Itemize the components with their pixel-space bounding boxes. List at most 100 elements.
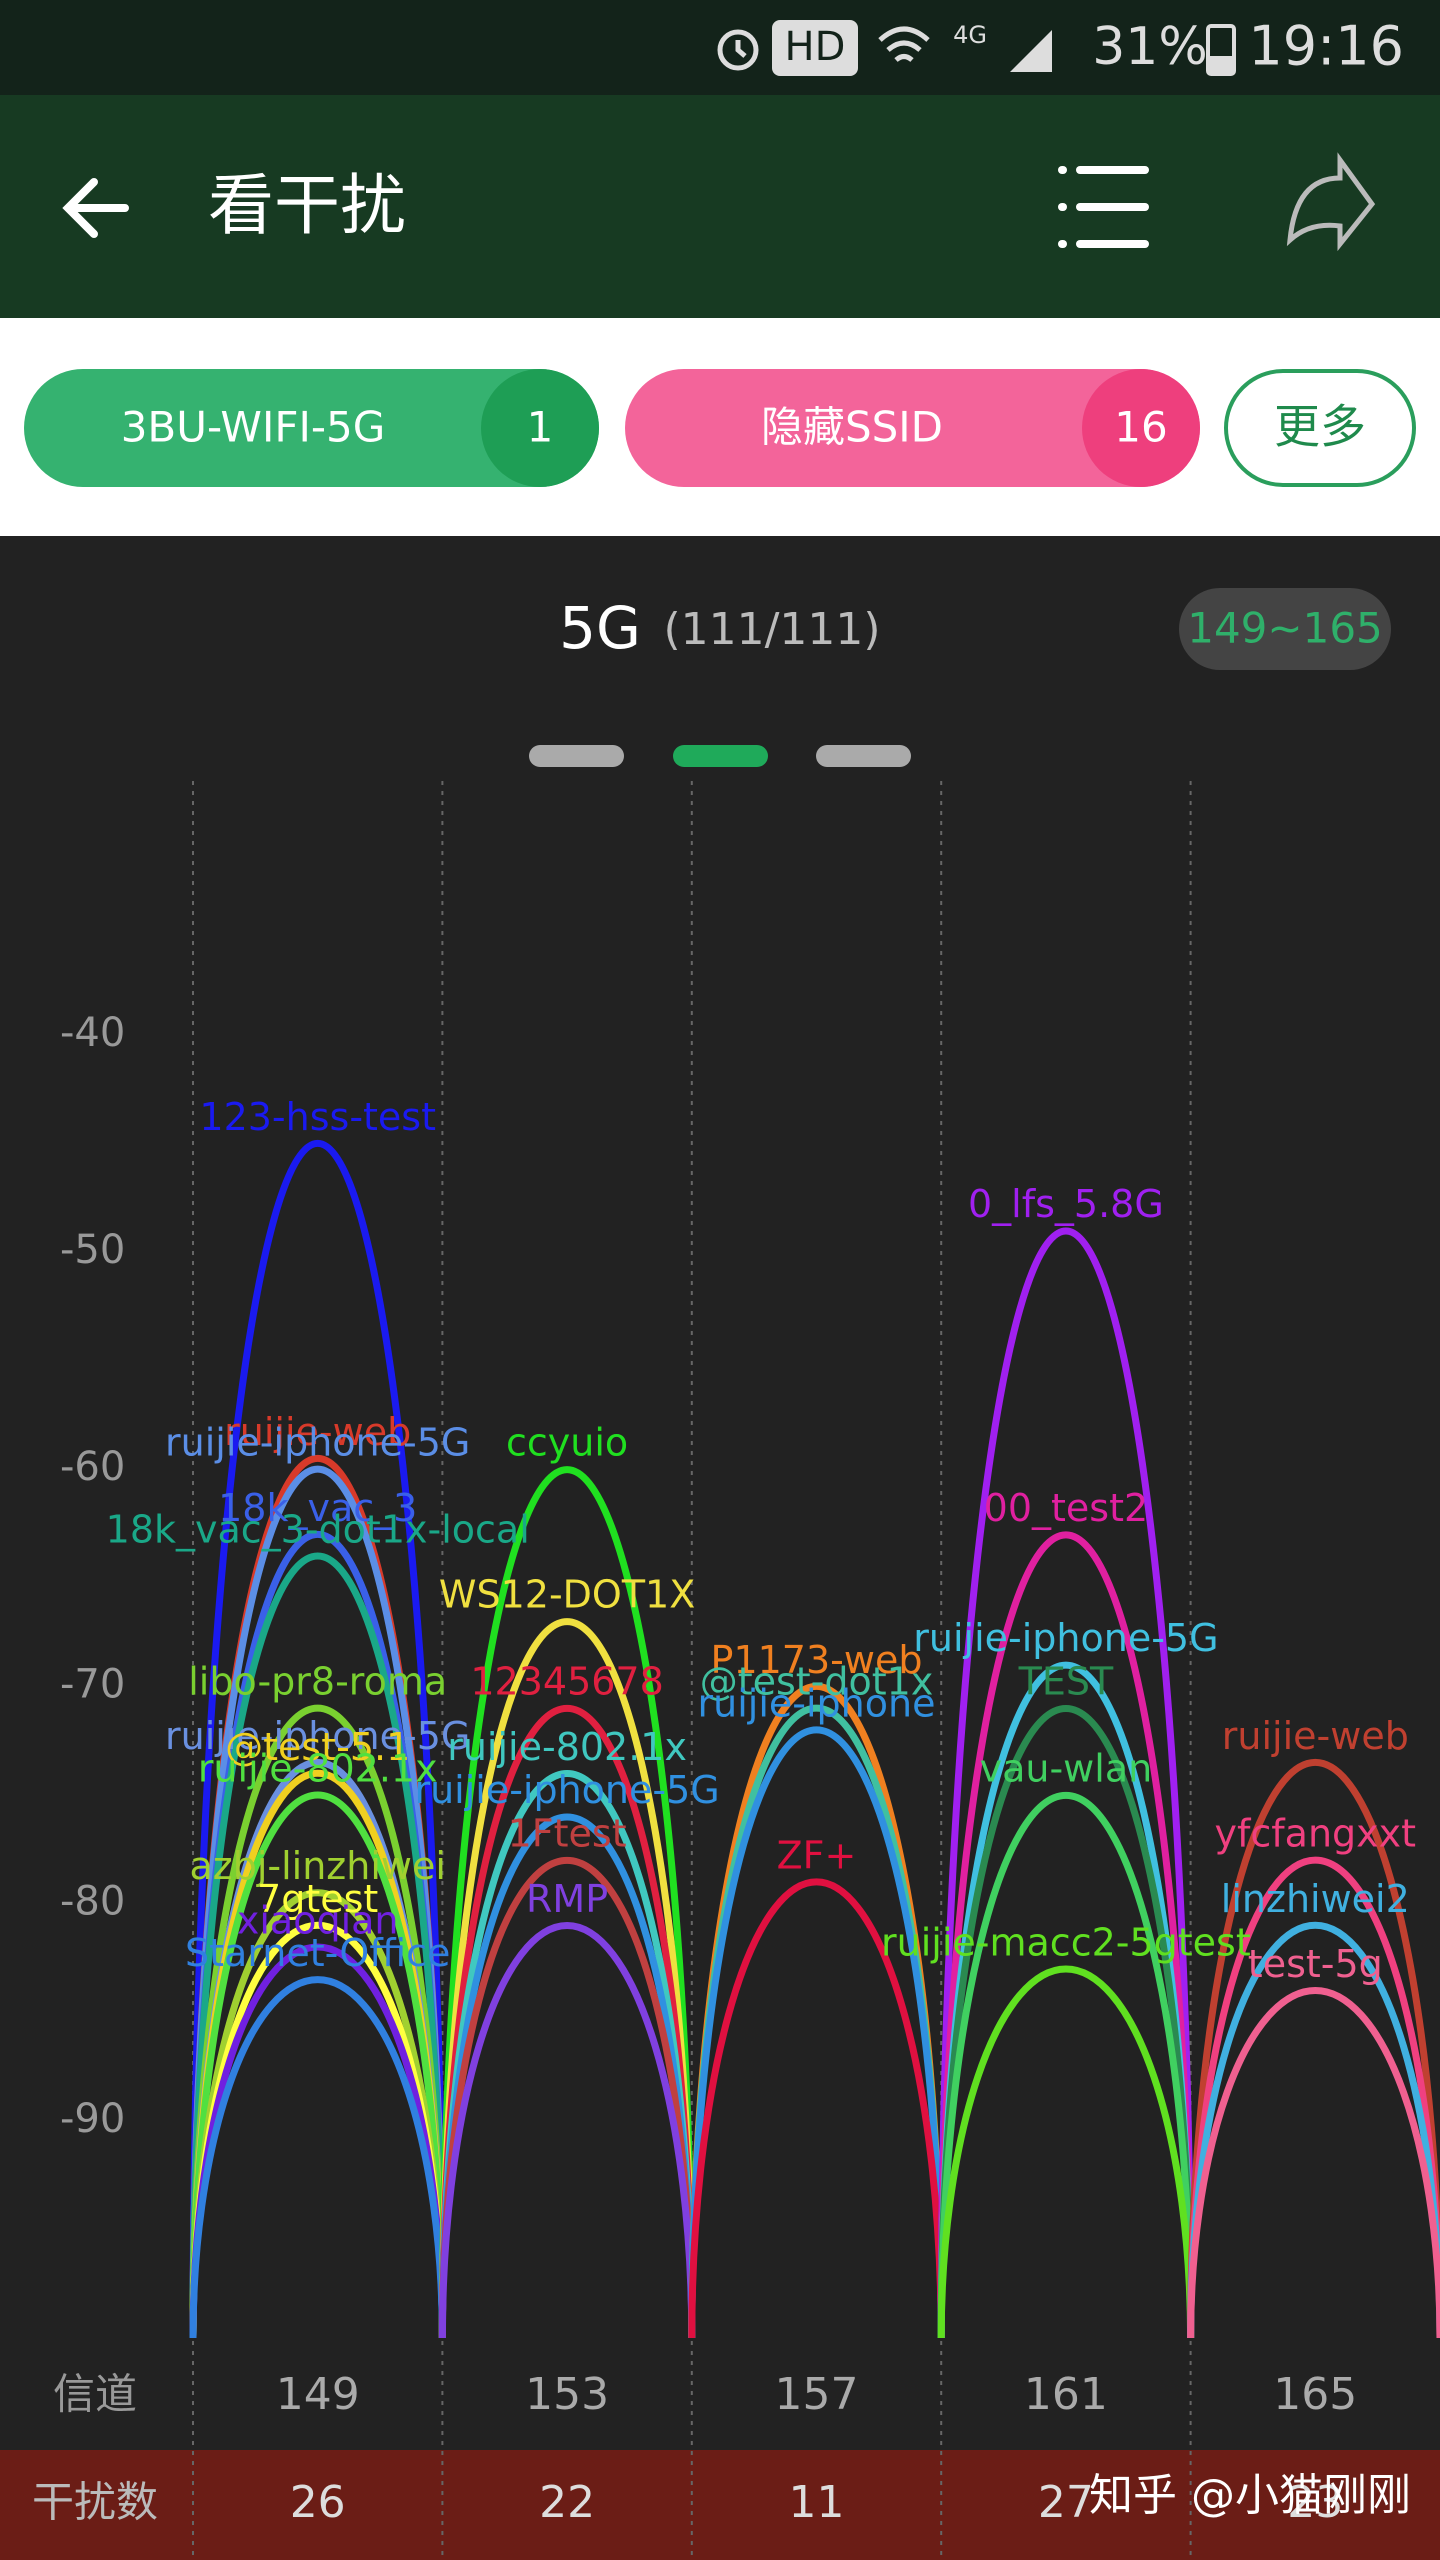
- signal-arc: [438, 1704, 696, 2339]
- signal-arc: [688, 1726, 945, 2339]
- ssid-label: libo-pr8-roma: [188, 1660, 447, 1704]
- interference-row: [0, 2450, 1440, 2560]
- signal-arc: [937, 1704, 1195, 2339]
- signal-arc: [189, 1139, 446, 2339]
- filter-chip[interactable]: [24, 369, 599, 487]
- signal-arc: [937, 1530, 1195, 2339]
- battery-icon: [1206, 24, 1236, 76]
- y-tick-label: -50: [60, 1227, 125, 1273]
- y-tick-label: -70: [60, 1661, 125, 1707]
- interference-count: 27: [1038, 2477, 1094, 2528]
- more-button[interactable]: [1224, 369, 1416, 487]
- signal-arc: [937, 1965, 1195, 2339]
- battery-percent: 31%: [1092, 17, 1208, 77]
- interference-count: 11: [789, 2477, 845, 2528]
- battery-level: [1210, 56, 1232, 72]
- ssid-label: ruijie-web: [224, 1410, 411, 1454]
- interference-count: 26: [290, 2477, 346, 2528]
- ssid-label: ruijie-802.1x: [447, 1725, 687, 1769]
- ssid-label: ccyuio: [506, 1421, 628, 1465]
- ssid-label: ZF+: [777, 1833, 857, 1877]
- signal-arc: [438, 1465, 696, 2339]
- clock: 19:16: [1248, 15, 1404, 78]
- chart-area: [0, 536, 1440, 2450]
- ssid-label: ruijie-iphone-5G: [913, 1616, 1218, 1660]
- signal-type: 4G: [953, 21, 987, 49]
- toolbar: [0, 95, 1440, 318]
- ssid-label: 12345678: [470, 1660, 663, 1704]
- ssid-label: 18k_vac_3: [218, 1486, 417, 1530]
- ssid-label: vau-wlan: [980, 1746, 1153, 1790]
- chart-subtitle: (111/111): [663, 604, 880, 655]
- signal-arc: [937, 1791, 1195, 2339]
- hd-text: HD: [785, 24, 846, 70]
- ssid-label: test-5g: [1248, 1942, 1383, 1986]
- menu-button[interactable]: [1058, 166, 1149, 248]
- share-button[interactable]: [1286, 152, 1376, 252]
- ssid-label: 123-hss-test: [199, 1095, 436, 1139]
- ssid-label: Starnet-Office: [185, 1931, 450, 1975]
- interference-count: 23: [1287, 2477, 1343, 2528]
- interference-count: 22: [539, 2477, 595, 2528]
- filter-chip[interactable]: [625, 369, 1200, 487]
- hd-badge: [772, 20, 858, 76]
- y-tick-label: -40: [60, 1010, 125, 1056]
- ssid-label: ruijie-web: [1222, 1714, 1409, 1758]
- ssid-label: WS12-DOT1X: [439, 1573, 695, 1617]
- signal-arc: [937, 1226, 1195, 2339]
- ssid-label: 7gtest: [257, 1877, 378, 1921]
- y-tick-label: -90: [60, 2096, 125, 2142]
- x-tick-label: 153: [525, 2369, 609, 2420]
- chip-count: 1: [527, 403, 554, 452]
- toolbar-title: 看干扰: [208, 167, 406, 244]
- chip-label: 隐藏SSID: [761, 403, 943, 452]
- ssid-label: azbj-linzhiwei: [189, 1844, 445, 1888]
- chip-count: 16: [1114, 403, 1167, 452]
- ssid-label: ruijie-iphone-5G: [165, 1421, 470, 1465]
- x-tick-label: 165: [1273, 2369, 1357, 2420]
- interference-label: 干扰数: [32, 2478, 158, 2527]
- ssid-label: xiaoqian: [237, 1899, 399, 1943]
- x-axis-label: 信道: [53, 2370, 137, 2419]
- ssid-label: 0_lfs_5.8G: [968, 1182, 1164, 1226]
- chip-label: 3BU-WIFI-5G: [121, 403, 386, 452]
- y-tick-label: -80: [60, 1879, 125, 1925]
- signal-arc: [189, 1976, 446, 2339]
- ssid-label: @test-5.1: [225, 1725, 410, 1769]
- back-button[interactable]: [62, 178, 129, 238]
- ssid-label: 1Ftest: [508, 1812, 627, 1856]
- signal-arc: [1187, 1921, 1440, 2339]
- range-badge-text: 149~165: [1187, 604, 1383, 653]
- signal-arc: [438, 1921, 696, 2339]
- signal-arc: [189, 1791, 446, 2339]
- signal-arc: [1187, 1856, 1440, 2339]
- signal-arc: [1187, 1987, 1440, 2339]
- x-tick-label: 149: [276, 2369, 360, 2420]
- ssid-label: P1173-web: [711, 1638, 923, 1682]
- ssid-label: RMP: [526, 1877, 608, 1921]
- ssid-label: ruijie-802.1x: [198, 1746, 438, 1790]
- ssid-label: ruijie-macc2-5gtest: [881, 1920, 1251, 1964]
- ssid-label: @test-dot1x: [700, 1660, 934, 1704]
- ssid-label: 18k_vac_3-dot1x-local: [106, 1508, 530, 1552]
- chart-title: 5G: [559, 594, 641, 662]
- signal-arc: [438, 1856, 696, 2339]
- ssid-label: yfcfangxxt: [1215, 1812, 1417, 1856]
- x-tick-label: 161: [1024, 2369, 1108, 2420]
- signal-arc: [1187, 1758, 1440, 2339]
- ssid-label: TEST: [1018, 1660, 1114, 1704]
- cell-icon: [1010, 30, 1052, 72]
- y-tick-label: -60: [60, 1444, 125, 1490]
- more-label: 更多: [1274, 400, 1366, 454]
- signal-arc: [688, 1878, 945, 2339]
- watermark: 知乎 @小猫刚刚: [1089, 2470, 1411, 2521]
- wifi-icon: [878, 26, 930, 62]
- ssid-label: ruijie-iphone-5G: [414, 1768, 719, 1812]
- ssid-label: 00_test2: [984, 1486, 1149, 1530]
- range-badge[interactable]: [1179, 588, 1391, 670]
- alarm-icon: [717, 29, 759, 71]
- x-tick-label: 157: [775, 2369, 859, 2420]
- ssid-label: ruijie-iphone: [698, 1681, 936, 1725]
